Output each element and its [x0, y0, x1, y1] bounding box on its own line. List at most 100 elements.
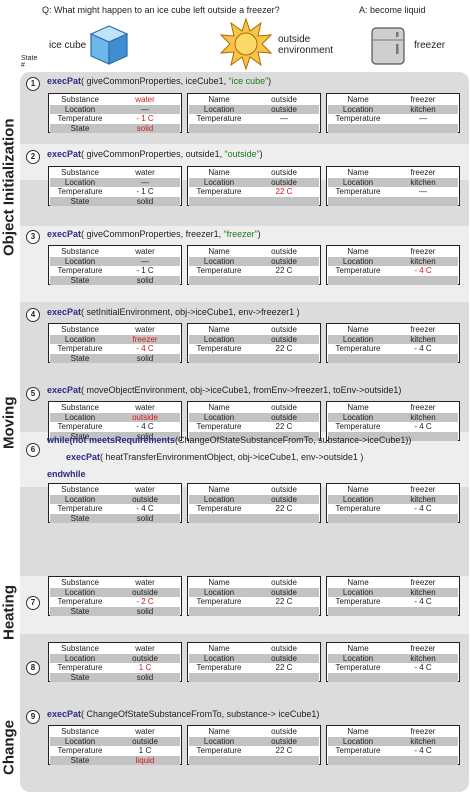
- property-row: Name outside: [189, 485, 319, 495]
- property-row: State solid: [50, 275, 180, 285]
- outside-properties-box: Name outside Location outside Temperature 22 …: [187, 323, 321, 363]
- property-key: Name: [208, 95, 230, 104]
- property-key: [328, 354, 388, 364]
- property-row: [328, 606, 458, 617]
- property-row: [189, 275, 319, 286]
- property-value: outside: [271, 256, 297, 266]
- property-value: outside: [271, 177, 297, 187]
- property-key: Location: [203, 653, 235, 663]
- property-key: State: [70, 513, 90, 523]
- property-value: freezer: [410, 325, 436, 334]
- state-number-9: 9: [26, 710, 40, 724]
- property-value: [388, 673, 458, 683]
- property-key: Location: [64, 736, 96, 746]
- property-row: Name outside: [189, 578, 319, 588]
- property-row: Substance water: [50, 325, 180, 335]
- property-row: Temperature - 4 C: [328, 266, 458, 276]
- property-row: [189, 513, 319, 524]
- property-key: Temperature: [196, 746, 242, 755]
- property-value: 22 C: [275, 504, 293, 513]
- freezer-properties-box: Name freezer Location kitchen Temperature - 4…: [326, 642, 460, 682]
- property-key: Temperature: [335, 422, 381, 431]
- property-key: [328, 607, 388, 617]
- property-row: Location outside: [189, 412, 319, 422]
- property-key: [189, 276, 249, 286]
- property-key: [328, 756, 388, 766]
- property-row: Name freezer: [328, 644, 458, 654]
- property-row: Substance water: [50, 403, 180, 413]
- property-key: Temperature: [57, 597, 103, 606]
- property-value: solid: [136, 353, 154, 363]
- property-row: Substance water: [50, 168, 180, 178]
- property-row: [328, 353, 458, 364]
- property-value: outside: [132, 494, 158, 504]
- property-row: Location outside: [50, 653, 180, 663]
- property-key: Location: [64, 587, 96, 597]
- property-row: Location outside: [189, 736, 319, 746]
- property-key: State: [70, 196, 90, 206]
- property-key: Location: [342, 256, 374, 266]
- property-row: State solid: [50, 123, 180, 133]
- property-value: water: [135, 403, 155, 412]
- property-value: outside: [271, 403, 297, 412]
- property-key: Substance: [61, 644, 99, 653]
- property-value: outside: [271, 168, 297, 177]
- property-value: - 4 C: [414, 746, 432, 755]
- freezer-properties-box: Name freezer Location kitchen Temperature —: [326, 93, 460, 133]
- outside-properties-box: Name outside Location outside Temperature 22 …: [187, 725, 321, 765]
- property-value: [388, 354, 458, 364]
- property-row: Temperature 22 C: [189, 266, 319, 276]
- property-row: Substance water: [50, 727, 180, 737]
- property-value: 22 C: [275, 187, 293, 196]
- property-row: Location —: [50, 104, 180, 114]
- state-number-4: 4: [26, 308, 40, 322]
- property-key: Name: [208, 644, 230, 653]
- state-number-3: 3: [26, 230, 40, 244]
- property-row: Name freezer: [328, 325, 458, 335]
- property-row: Temperature - 2 C: [50, 597, 180, 607]
- state-2-command: execPat( giveCommonProperties, outside1,…: [47, 149, 263, 159]
- property-row: State solid: [50, 196, 180, 206]
- answer-text: A: become liquid: [359, 5, 426, 15]
- property-row: Name outside: [189, 168, 319, 178]
- property-value: - 4 C: [414, 266, 432, 275]
- property-row: Name freezer: [328, 247, 458, 257]
- property-key: [189, 514, 249, 524]
- property-key: Temperature: [335, 114, 381, 123]
- ice-cube-properties-box: Substance water Location outside Temperature…: [48, 576, 182, 616]
- property-value: 22 C: [275, 344, 293, 353]
- property-value: solid: [136, 275, 154, 285]
- property-key: Temperature: [57, 266, 103, 275]
- property-value: freezer: [410, 485, 436, 494]
- property-key: Name: [347, 325, 369, 334]
- property-key: Substance: [61, 325, 99, 334]
- property-key: Location: [203, 104, 235, 114]
- property-key: Name: [347, 578, 369, 587]
- property-row: Temperature - 4 C: [50, 422, 180, 432]
- property-key: Location: [64, 334, 96, 344]
- property-value: 22 C: [275, 266, 293, 275]
- property-value: solid: [136, 123, 154, 133]
- property-key: Location: [64, 494, 96, 504]
- property-key: Location: [203, 587, 235, 597]
- property-key: Name: [347, 644, 369, 653]
- property-key: [189, 673, 249, 683]
- property-value: [388, 197, 458, 207]
- band-stripe: [20, 432, 469, 487]
- property-value: [249, 197, 319, 207]
- property-value: outside: [271, 587, 297, 597]
- property-value: - 4 C: [136, 344, 154, 353]
- property-row: Temperature - 4 C: [328, 422, 458, 432]
- property-value: - 4 C: [136, 504, 154, 513]
- property-key: State: [70, 123, 90, 133]
- property-row: [328, 672, 458, 683]
- freezer-properties-box: Name freezer Location kitchen Temperature - 4…: [326, 245, 460, 285]
- property-value: outside: [271, 644, 297, 653]
- property-row: Location outside: [50, 494, 180, 504]
- state-number-1: 1: [26, 77, 40, 91]
- ice-cube-properties-box: Substance water Location outside Temperature…: [48, 401, 182, 441]
- property-row: Location kitchen: [328, 736, 458, 746]
- property-value: kitchen: [410, 177, 436, 187]
- property-row: Location outside: [189, 256, 319, 266]
